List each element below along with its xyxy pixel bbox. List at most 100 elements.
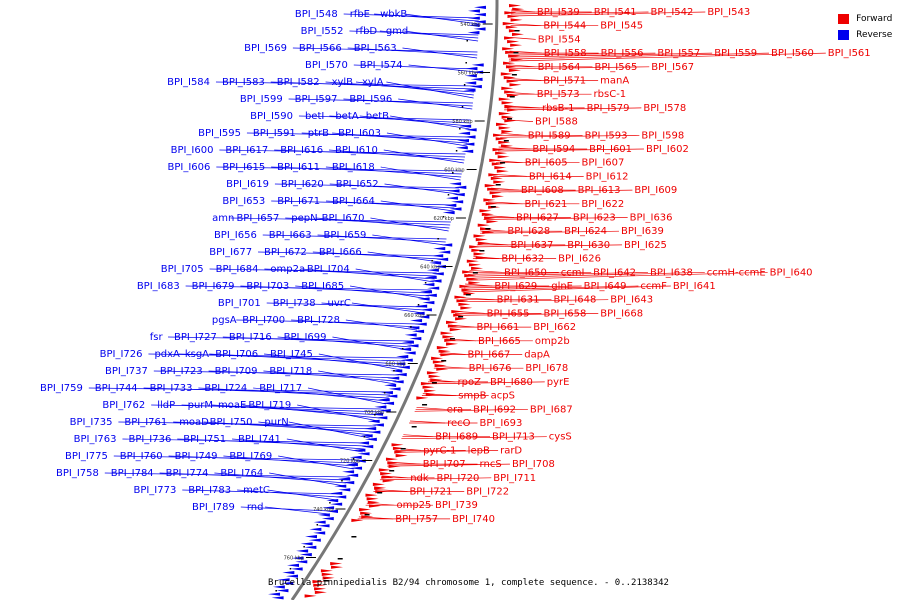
- leader-line: [312, 251, 441, 260]
- gene-label-forward: BPI_I624: [564, 226, 607, 237]
- gene-arrow-reverse: [452, 193, 465, 197]
- gene-label-forward: BPI_I578: [643, 103, 686, 114]
- gene-arrow-forward: [471, 266, 484, 270]
- scale-ticks: 540 kbp 560 kbp 580 kbp 600 kbp 620 kbp 640 k…: [284, 22, 493, 562]
- leader-line: [178, 353, 405, 362]
- gene-arrow-reverse: [434, 265, 447, 269]
- gene-arrow-reverse: [465, 67, 478, 71]
- leader-line: [329, 183, 459, 192]
- gene-arrow-forward: [477, 223, 490, 227]
- gene-label-reverse: BPI_I774: [166, 468, 209, 479]
- gene-label-reverse: BPI_I733: [150, 383, 193, 394]
- gene-arrow-forward: [501, 130, 514, 134]
- gene-arrow-reverse: [467, 31, 480, 35]
- gene-arrow-reverse: [305, 535, 318, 539]
- gene-arrow-reverse: [401, 340, 414, 344]
- feature-marker: [507, 118, 513, 120]
- gene-arrow-reverse: [391, 380, 404, 384]
- gene-arrow-forward: [511, 32, 524, 36]
- gene-label-forward: BPI_I564: [538, 62, 581, 73]
- gene-arrow-reverse: [387, 376, 400, 380]
- gene-arrow-forward: [453, 313, 466, 317]
- feature-marker: [389, 470, 395, 472]
- gene-label-reverse: pepN: [291, 213, 317, 224]
- gene-label-forward: BPI_I722: [466, 487, 509, 498]
- leader-line: [349, 285, 429, 300]
- gene-arrow-reverse: [393, 362, 406, 366]
- feature-marker: [461, 106, 464, 108]
- gene-arrow-forward: [440, 331, 453, 335]
- gene-label-reverse: BPI_I760: [120, 451, 163, 462]
- leader-line: [466, 271, 705, 279]
- leader-line: [288, 421, 370, 439]
- gene-label-forward: BPI_I643: [610, 295, 653, 306]
- gene-arrow-forward: [366, 497, 379, 501]
- gene-label-forward: recO: [447, 418, 471, 429]
- leader-line: [198, 387, 389, 399]
- tick-label: 700 kbp: [364, 410, 384, 416]
- leader-line: [510, 11, 649, 15]
- gene-label-reverse: BPI_I652: [336, 179, 379, 190]
- gene-label-forward: acpS: [491, 391, 515, 402]
- feature-marker: [411, 426, 417, 428]
- tick-label: 760 kbp: [284, 556, 304, 562]
- feature-marker: [393, 370, 395, 372]
- gene-label-reverse: BPI_I569: [244, 43, 287, 54]
- gene-label-reverse: BPI_I718: [269, 366, 312, 377]
- leader-line: [509, 52, 770, 60]
- gene-arrow-reverse: [342, 481, 355, 485]
- gene-arrow-forward: [510, 43, 523, 47]
- leader-line: [277, 336, 411, 348]
- gene-arrow-reverse: [338, 488, 351, 492]
- gene-label-reverse: BPI_I704: [307, 264, 350, 275]
- leader-line: [267, 489, 337, 501]
- feature-marker: [495, 184, 501, 186]
- tick-label: 740 kbp: [313, 507, 333, 513]
- gene-arrow-reverse: [326, 499, 339, 503]
- gene-arrow-forward: [475, 238, 488, 242]
- gene-arrow-forward: [496, 169, 509, 173]
- gene-arrow-reverse: [444, 203, 457, 207]
- gene-label-reverse: BPI_I657: [236, 213, 279, 224]
- gene-arrow-forward: [442, 335, 455, 339]
- feature-marker: [363, 436, 366, 438]
- gene-arrow-reverse: [414, 322, 427, 326]
- leader-line: [509, 52, 656, 56]
- leader-line: [271, 166, 462, 175]
- leader-line: [159, 472, 348, 481]
- leader-line: [122, 438, 368, 444]
- gene-label-reverse: BPI_I764: [220, 468, 263, 479]
- gene-arrow-reverse: [464, 81, 477, 85]
- gene-arrow-reverse: [467, 23, 480, 27]
- gene-arrow-reverse: [296, 549, 309, 553]
- leader-line: [104, 472, 350, 478]
- leader-line: [265, 506, 329, 515]
- leader-line: [113, 455, 359, 461]
- gene-arrow-forward: [490, 176, 503, 180]
- feature-marker: [352, 458, 355, 460]
- gene-arrow-forward: [501, 101, 514, 105]
- gene-arrow-reverse: [322, 506, 335, 510]
- feature-marker: [511, 74, 517, 76]
- gene-label-forward: ccmF: [640, 281, 667, 292]
- leader-line: [315, 217, 450, 229]
- gene-arrow-reverse: [360, 434, 373, 438]
- tick-label: 640 kbp: [420, 265, 440, 271]
- gene-label-reverse: BPI_I685: [301, 281, 344, 292]
- gene-arrow-reverse: [412, 329, 425, 333]
- gene-label-forward: BPI_I621: [525, 199, 568, 210]
- gene-label-reverse: BPI_I784: [111, 468, 154, 479]
- gene-label-forward: BPI_I640: [770, 267, 813, 278]
- leader-line: [285, 217, 451, 226]
- gene-label-forward: BPI_I720: [436, 473, 479, 484]
- gene-label-forward: BPI_I565: [594, 62, 637, 73]
- leader-line: [274, 149, 465, 158]
- leader-line: [386, 81, 474, 99]
- gene-label-reverse: BPI_I750: [210, 417, 253, 428]
- leader-line: [404, 30, 479, 42]
- gene-arrow-reverse: [378, 409, 391, 413]
- gene-arrow-reverse: [467, 16, 480, 20]
- gene-arrow-reverse: [424, 275, 437, 279]
- gene-arrow-forward: [461, 288, 474, 292]
- gene-label-forward: BPI_I612: [586, 171, 629, 182]
